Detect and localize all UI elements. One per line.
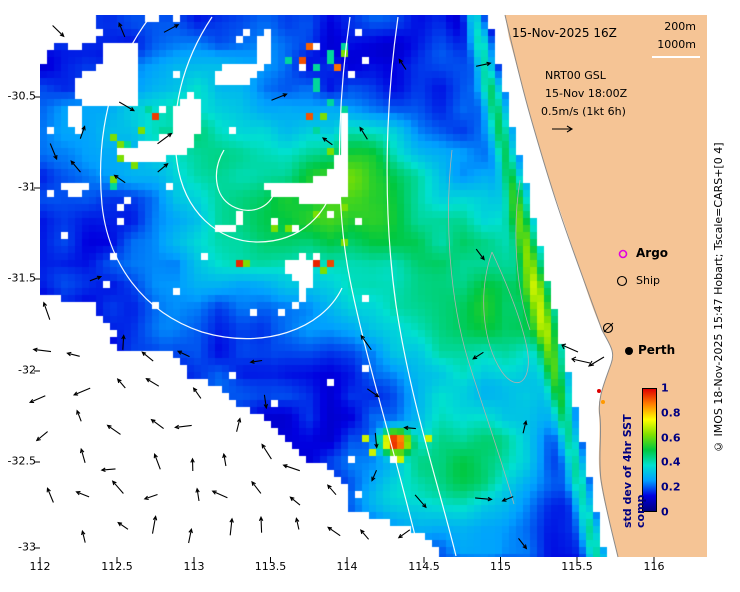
y-axis-tick-label: -31.5 [7,271,36,285]
argo-legend-label: Argo [636,246,669,260]
colorbar-tick-label: 1 [661,381,669,395]
colorbar-tick-label: 0.8 [661,406,681,420]
perth-vectors [561,343,605,367]
x-axis-tick-label: 113.5 [254,560,287,573]
coastline [504,14,619,558]
ship-legend-label: Ship [636,274,660,287]
x-axis-tick-label: 116 [643,560,665,573]
colorbar-gradient [642,388,657,512]
vector-scale-label: 0.5m/s (1kt 6h) [541,105,626,118]
axis-tick-marks [34,96,655,563]
x-axis-tick-label: 114.5 [408,560,440,573]
datetime-label: 15-Nov-2025 16Z [512,26,617,40]
x-axis-tick-label: 114 [336,560,358,573]
colorbar-label: std dev of 4hr SST comp [621,414,647,528]
x-axis-tick-label: 113 [183,560,205,573]
colorbar-tick-label: 0 [661,505,669,519]
scale-arrow [552,125,574,133]
x-axis-tick-label: 112 [29,560,51,573]
perth-marker [625,347,633,355]
x-axis-tick-label: 115.5 [561,560,593,573]
bathymetry-contours-grey [448,149,531,505]
colorbar-tick-label: 0.4 [661,455,681,469]
y-axis-tick-label: -33 [18,540,36,554]
copyright-text: © IMOS 18-Nov-2025 15:47 Hobart; Tscale=… [712,142,725,453]
y-axis-tick-label: -30.5 [7,89,36,103]
valid-time-label: 15-Nov 18:00Z [545,87,628,100]
bathymetry-contours-white [99,16,565,557]
obs-dot-orange [601,400,605,404]
x-axis-tick-label: 112.5 [101,560,133,573]
model-label: NRT00 GSL [545,69,606,82]
colorbar-tick-label: 0.2 [661,480,681,494]
perth-label: Perth [638,343,676,357]
colorbar-tick-label: 0.6 [661,431,681,445]
ship-observation-marker [602,322,614,334]
obs-dot-red [597,389,601,393]
y-axis-tick-label: -31 [18,180,36,194]
argo-legend-marker [618,249,628,259]
y-axis-tick-label: -32 [18,363,36,377]
contour-label-200m: 200m [664,20,696,33]
x-axis-tick-label: 115 [490,560,511,573]
current-vectors [28,22,528,550]
ship-legend-marker [616,275,628,287]
y-axis-tick-label: -32.5 [7,454,36,468]
contour-label-1000m: 1000m [657,38,696,51]
